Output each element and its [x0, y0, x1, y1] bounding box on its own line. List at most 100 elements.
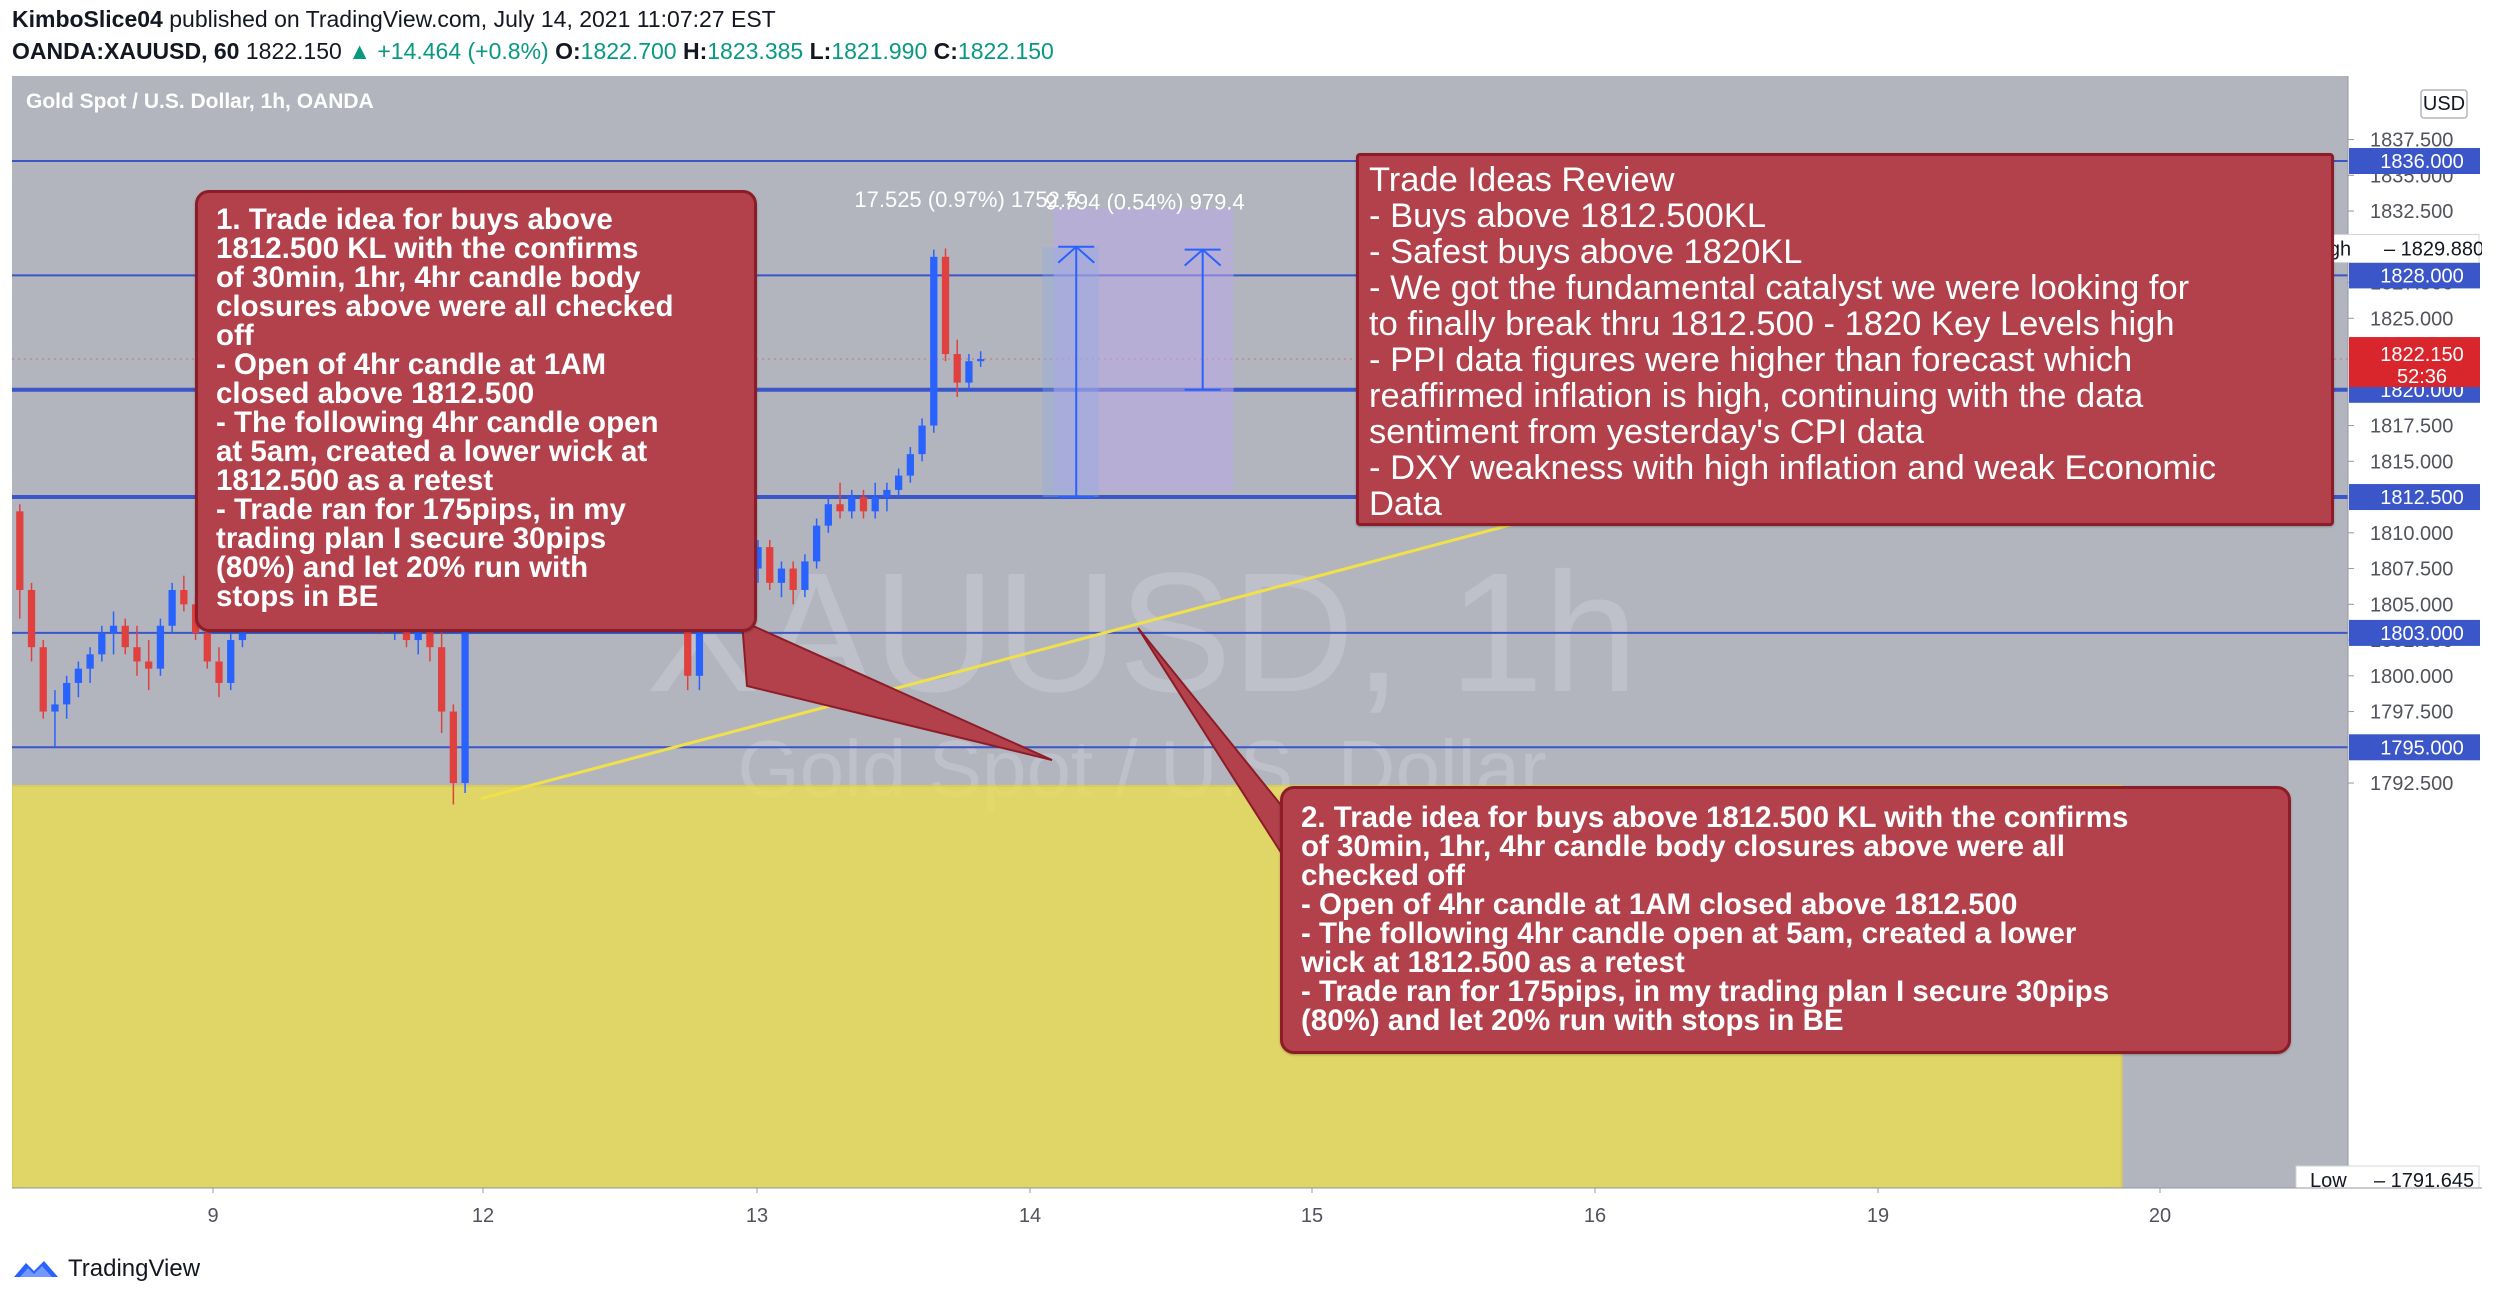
time-tick-label: 12 — [472, 1205, 494, 1227]
candle[interactable] — [27, 590, 36, 648]
price-tick-label: 1800.000 — [2370, 666, 2453, 688]
note-1-line: - Open of 4hr candle at 1AM — [216, 348, 607, 381]
price-tick-label: 1832.500 — [2370, 201, 2453, 223]
note-2-line: (80%) and let 20% run with stops in BE — [1301, 1004, 1844, 1037]
close-label: C: — [933, 38, 958, 64]
candle[interactable] — [848, 497, 856, 512]
candle[interactable] — [977, 359, 985, 362]
note-2-line: 2. Trade idea for buys above 1812.500 KL… — [1301, 801, 2129, 834]
symbol-info: OANDA:XAUUSD, 60 1822.150 ▲ +14.464 (+0.… — [12, 38, 1054, 65]
candle[interactable] — [836, 504, 844, 512]
footer: TradingView — [12, 1255, 200, 1283]
note-1-line: - The following 4hr candle open — [216, 406, 659, 439]
candle[interactable] — [145, 661, 153, 669]
candle[interactable] — [449, 711, 457, 784]
measure-1-box[interactable] — [1042, 246, 1099, 498]
high-label: H: — [682, 38, 708, 64]
candle[interactable] — [824, 504, 832, 526]
candle[interactable] — [895, 475, 903, 490]
high-value: 1823.385 — [707, 38, 804, 64]
candle[interactable] — [51, 704, 59, 712]
candle[interactable] — [156, 625, 165, 669]
note-1-line: of 30min, 1hr, 4hr candle body — [216, 261, 641, 294]
candle[interactable] — [414, 625, 422, 641]
time-tick-label: 20 — [2149, 1205, 2171, 1227]
price-tick-label: 1792.500 — [2370, 773, 2453, 795]
candle[interactable] — [812, 525, 821, 562]
candle[interactable] — [906, 454, 914, 476]
note-1-line: off — [216, 319, 254, 352]
candle[interactable] — [16, 511, 24, 590]
note-3-line: Data — [1369, 485, 1442, 523]
candle[interactable] — [789, 568, 797, 590]
candle[interactable] — [98, 632, 106, 655]
candle[interactable] — [871, 497, 879, 512]
candle[interactable] — [180, 590, 188, 605]
note-1-line: - Trade ran for 175pips, in my — [216, 493, 626, 526]
candle[interactable] — [801, 561, 809, 590]
candle[interactable] — [39, 647, 47, 712]
level-label: 1812.500 — [2380, 487, 2463, 509]
last-price-text: 1822.150 — [245, 38, 342, 64]
level-label: 1828.000 — [2380, 265, 2463, 287]
candle[interactable] — [883, 489, 891, 498]
note-1-line: closed above 1812.500 — [216, 377, 535, 410]
currency-label: USD — [2423, 93, 2465, 115]
note-2-line: wick at 1812.500 as a retest — [1301, 946, 1685, 979]
footer-brand[interactable]: TradingView — [68, 1255, 201, 1282]
candle[interactable] — [438, 647, 446, 712]
annotation-trade-idea-1[interactable]: 1. Trade idea for buys above 1812.500 KL … — [195, 190, 757, 632]
time-tick-label: 15 — [1301, 1205, 1323, 1227]
candle[interactable] — [461, 604, 469, 784]
candle[interactable] — [754, 547, 762, 569]
low-marker-value: – 1791.645 — [2374, 1170, 2474, 1192]
candle[interactable] — [63, 682, 71, 705]
candle[interactable] — [168, 590, 176, 626]
time-tick-label: 14 — [1019, 1205, 1041, 1227]
candle[interactable] — [918, 425, 926, 455]
tradingview-logo-icon — [14, 1261, 58, 1277]
level-label: 1836.000 — [2380, 151, 2463, 173]
note-1-line: 1. Trade idea for buys above — [216, 203, 613, 236]
price-tick-label: 1825.000 — [2370, 308, 2453, 330]
level-label-bg — [2349, 484, 2480, 511]
annotation-trade-review[interactable]: Trade Ideas Review - Buys above 1812.500K… — [1356, 153, 2334, 526]
last-price-value: 1822.150 — [2380, 344, 2463, 366]
note-3-line: - Safest buys above 1820KL — [1369, 233, 1803, 271]
author-name[interactable]: KimboSlice04 — [12, 6, 163, 32]
candle[interactable] — [766, 547, 774, 583]
level-label-bg — [2349, 262, 2480, 289]
candle[interactable] — [109, 625, 118, 633]
time-axis[interactable] — [12, 1188, 2482, 1238]
candle[interactable] — [215, 661, 223, 683]
note-3-line: - PPI data figures were higher than fore… — [1369, 341, 2133, 379]
note-2-line: of 30min, 1hr, 4hr candle body closures … — [1301, 830, 2066, 863]
note-3-line: to finally break thru 1812.500 - 1820 Ke… — [1369, 305, 2175, 343]
open-label: O: — [555, 38, 581, 64]
last-price-countdown: 52:36 — [2397, 366, 2447, 388]
note-1-pointer — [740, 619, 1053, 761]
symbol-label: OANDA:XAUUSD, 60 — [12, 38, 240, 64]
candle[interactable] — [965, 361, 973, 383]
candle[interactable] — [227, 640, 235, 683]
candle[interactable] — [74, 668, 83, 683]
currency-badge[interactable] — [2420, 89, 2468, 119]
candle[interactable] — [859, 497, 868, 512]
candle[interactable] — [121, 625, 129, 648]
price-tick-label: 1805.000 — [2370, 594, 2453, 616]
candle[interactable] — [426, 625, 434, 648]
annotation-trade-idea-2[interactable]: 2. Trade idea for buys above 1812.500 KL… — [1280, 786, 2291, 1054]
time-tick-label: 9 — [207, 1205, 218, 1227]
note-1-line: stops in BE — [216, 580, 379, 613]
price-tick-label: 1797.500 — [2370, 702, 2453, 724]
level-label: 1803.000 — [2380, 623, 2463, 645]
candle[interactable] — [133, 647, 141, 662]
candle[interactable] — [930, 256, 938, 426]
candle[interactable] — [777, 568, 786, 583]
candle[interactable] — [953, 354, 961, 383]
note-3-line: Trade Ideas Review — [1369, 161, 1675, 199]
candle[interactable] — [86, 654, 94, 669]
candle[interactable] — [203, 632, 211, 662]
candle[interactable] — [941, 256, 950, 355]
close-value: 1822.150 — [957, 38, 1054, 64]
